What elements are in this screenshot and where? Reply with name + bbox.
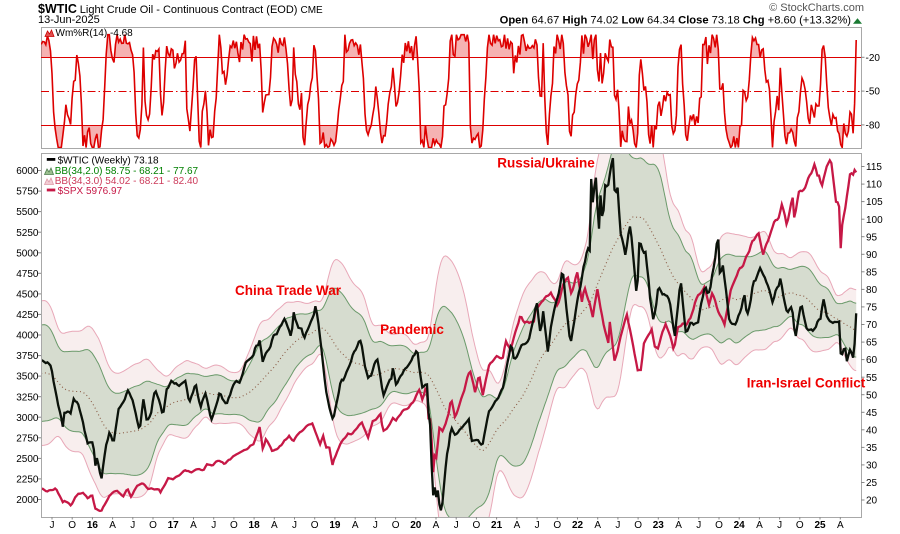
svg-text:Pandemic: Pandemic <box>380 322 444 337</box>
svg-text:85: 85 <box>866 267 878 278</box>
svg-text:100: 100 <box>866 215 883 226</box>
svg-text:J: J <box>50 520 55 531</box>
svg-text:5750: 5750 <box>16 187 39 198</box>
svg-text:Wm%R(14) -4.68: Wm%R(14) -4.68 <box>56 28 134 39</box>
svg-text:A: A <box>271 520 278 531</box>
svg-text:80: 80 <box>866 285 878 296</box>
svg-text:25: 25 <box>866 478 878 489</box>
svg-text:$WTIC (Weekly) 73.18: $WTIC (Weekly) 73.18 <box>58 156 159 167</box>
svg-text:3250: 3250 <box>16 392 39 403</box>
svg-text:A: A <box>756 520 763 531</box>
svg-text:75: 75 <box>866 303 878 314</box>
svg-text:110: 110 <box>866 180 882 191</box>
svg-text:$WTIC: $WTIC <box>38 2 77 16</box>
svg-text:-50: -50 <box>866 87 881 98</box>
svg-text:65: 65 <box>866 338 878 349</box>
svg-text:-80: -80 <box>866 121 881 132</box>
svg-text:16: 16 <box>87 520 99 531</box>
svg-text:O: O <box>230 520 238 531</box>
svg-text:O: O <box>149 520 157 531</box>
svg-text:5000: 5000 <box>16 248 39 259</box>
svg-text:4250: 4250 <box>16 310 39 321</box>
svg-text:4500: 4500 <box>16 290 39 301</box>
svg-text:5250: 5250 <box>16 228 39 239</box>
svg-text:J: J <box>615 520 620 531</box>
svg-text:O: O <box>473 520 481 531</box>
svg-text:O: O <box>311 520 319 531</box>
svg-text:21: 21 <box>491 520 503 531</box>
svg-text:O: O <box>553 520 561 531</box>
svg-text:Open 64.67 High 74.02 Low 64: Open 64.67 High 74.02 Low 64.34 Close 73… <box>500 14 852 26</box>
svg-text:J: J <box>696 520 701 531</box>
svg-text:18: 18 <box>249 520 261 531</box>
svg-text:13-Jun-2025: 13-Jun-2025 <box>38 14 100 26</box>
svg-text:J: J <box>777 520 782 531</box>
svg-text:Russia/Ukraine: Russia/Ukraine <box>497 156 595 171</box>
svg-text:105: 105 <box>866 197 883 208</box>
svg-text:5500: 5500 <box>16 207 39 218</box>
svg-text:A: A <box>675 520 682 531</box>
svg-text:3000: 3000 <box>16 413 39 424</box>
svg-text:J: J <box>211 520 216 531</box>
svg-text:A: A <box>837 520 844 531</box>
svg-text:4000: 4000 <box>16 331 39 342</box>
svg-text:2500: 2500 <box>16 454 39 465</box>
svg-text:30: 30 <box>866 461 878 472</box>
svg-text:24: 24 <box>734 520 746 531</box>
svg-text:A: A <box>433 520 440 531</box>
svg-text:95: 95 <box>866 232 878 243</box>
svg-text:A: A <box>352 520 359 531</box>
svg-text:O: O <box>796 520 804 531</box>
svg-text:J: J <box>130 520 135 531</box>
svg-text:3750: 3750 <box>16 351 39 362</box>
svg-text:J: J <box>373 520 378 531</box>
svg-text:55: 55 <box>866 373 878 384</box>
svg-text:© StockCharts.com: © StockCharts.com <box>769 2 864 14</box>
svg-text:50: 50 <box>866 390 878 401</box>
svg-text:Iran-Israel Conflict: Iran-Israel Conflict <box>747 376 866 391</box>
svg-text:O: O <box>634 520 642 531</box>
svg-text:23: 23 <box>653 520 665 531</box>
svg-text:J: J <box>535 520 540 531</box>
svg-text:6000: 6000 <box>16 166 39 177</box>
svg-text:20: 20 <box>410 520 422 531</box>
svg-text:90: 90 <box>866 250 878 261</box>
svg-text:J: J <box>292 520 297 531</box>
svg-text:China Trade War: China Trade War <box>235 283 342 298</box>
svg-text:BB(34,3.0) 54.02 - 68.21 - 82.: BB(34,3.0) 54.02 - 68.21 - 82.40 <box>55 176 199 187</box>
svg-text:60: 60 <box>866 355 878 366</box>
svg-text:70: 70 <box>866 320 878 331</box>
svg-text:20: 20 <box>866 496 878 507</box>
svg-text:35: 35 <box>866 443 878 454</box>
svg-text:3500: 3500 <box>16 372 39 383</box>
svg-text:-20: -20 <box>866 53 881 64</box>
svg-text:4750: 4750 <box>16 269 39 280</box>
svg-text:2000: 2000 <box>16 495 39 506</box>
svg-text:O: O <box>392 520 400 531</box>
svg-text:O: O <box>68 520 76 531</box>
svg-text:2250: 2250 <box>16 475 39 486</box>
svg-text:BB(34,2.0) 58.75 - 68.21 - 77.: BB(34,2.0) 58.75 - 68.21 - 77.67 <box>55 166 199 177</box>
svg-text:$SPX 5976.97: $SPX 5976.97 <box>58 186 123 197</box>
svg-text:Light Crude Oil - Continuous C: Light Crude Oil - Continuous Contract (E… <box>80 4 298 16</box>
svg-text:19: 19 <box>329 520 341 531</box>
svg-text:CME: CME <box>301 5 324 16</box>
svg-text:A: A <box>109 520 116 531</box>
svg-text:J: J <box>454 520 459 531</box>
svg-text:17: 17 <box>168 520 180 531</box>
svg-text:25: 25 <box>814 520 826 531</box>
svg-text:O: O <box>715 520 723 531</box>
svg-text:A: A <box>594 520 601 531</box>
svg-text:115: 115 <box>866 162 882 173</box>
svg-text:40: 40 <box>866 425 878 436</box>
svg-text:2750: 2750 <box>16 433 39 444</box>
svg-text:A: A <box>514 520 521 531</box>
svg-text:A: A <box>190 520 197 531</box>
svg-text:45: 45 <box>866 408 878 419</box>
svg-text:22: 22 <box>572 520 584 531</box>
